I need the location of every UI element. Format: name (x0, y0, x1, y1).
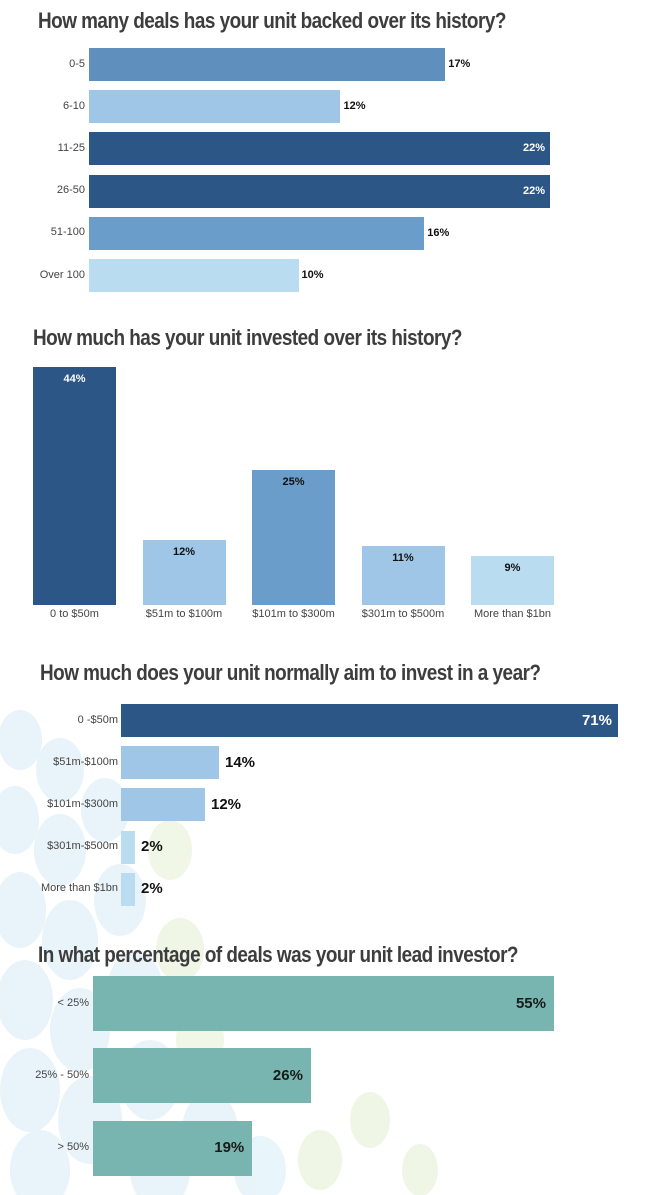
bar (89, 48, 446, 81)
data-label: 10% (301, 268, 324, 281)
data-label: 11% (392, 551, 414, 564)
bar (121, 788, 205, 822)
category-label: $51m to $100m (145, 608, 223, 620)
chart2-title: How much has your unit invested over its… (33, 325, 462, 350)
bar (142, 540, 226, 605)
data-label: 22% (522, 184, 545, 197)
bar (89, 259, 299, 292)
data-label: 12% (343, 100, 366, 113)
category-label: < 25% (57, 996, 90, 1009)
bar (89, 90, 341, 124)
chart1-title: How many deals has your unit backed over… (38, 8, 506, 33)
data-label: 22% (522, 142, 545, 155)
data-label: 9% (504, 562, 521, 575)
bar (471, 556, 554, 605)
category-label: Over 100 (39, 268, 85, 281)
data-label: 25% (282, 475, 305, 488)
category-label: 51-100 (50, 226, 85, 239)
category-label: $301m to $500m (361, 608, 445, 620)
bar (252, 469, 335, 605)
chart3-title: How much does your unit normally aim to … (40, 660, 541, 685)
amount-invested-chart: 44% 0 to $50m 12% $51m to $100m 25% $101m to … (33, 367, 554, 620)
data-label: 19% (214, 1139, 245, 1157)
data-label: 16% (427, 226, 450, 239)
data-label: 14% (225, 753, 256, 771)
category-label: 25% - 50% (35, 1068, 89, 1081)
bar (121, 746, 219, 780)
category-label: 11-25 (57, 141, 85, 154)
data-label: 26% (272, 1066, 303, 1084)
category-label: More than $1bn (473, 608, 552, 620)
data-label: 12% (172, 546, 196, 559)
category-label: 0-5 (69, 57, 85, 70)
category-label: 26-50 (56, 184, 85, 197)
data-label: 55% (515, 994, 546, 1012)
bar (361, 545, 445, 605)
data-label: 44% (63, 373, 86, 385)
bar (93, 976, 554, 1031)
bar (89, 216, 425, 250)
category-label: > 50% (57, 1141, 90, 1154)
data-label: 2% (141, 880, 163, 898)
data-label: 12% (211, 795, 242, 813)
data-label: 71% (581, 711, 612, 729)
category-label: 0 -$50m (77, 713, 118, 726)
bar (89, 174, 550, 208)
deals-backed-chart: 0-5 17% 6-10 12% 11-25 22% 26-50 22% 51-100 16% Ov… (0, 0, 650, 300)
category-label: $101m to $300m (252, 608, 335, 620)
bar (33, 367, 116, 605)
data-label: 17% (448, 57, 471, 70)
category-label: 6-10 (62, 99, 85, 112)
category-label: 0 to $50m (50, 608, 99, 620)
bar (121, 704, 618, 737)
bar (89, 132, 550, 166)
